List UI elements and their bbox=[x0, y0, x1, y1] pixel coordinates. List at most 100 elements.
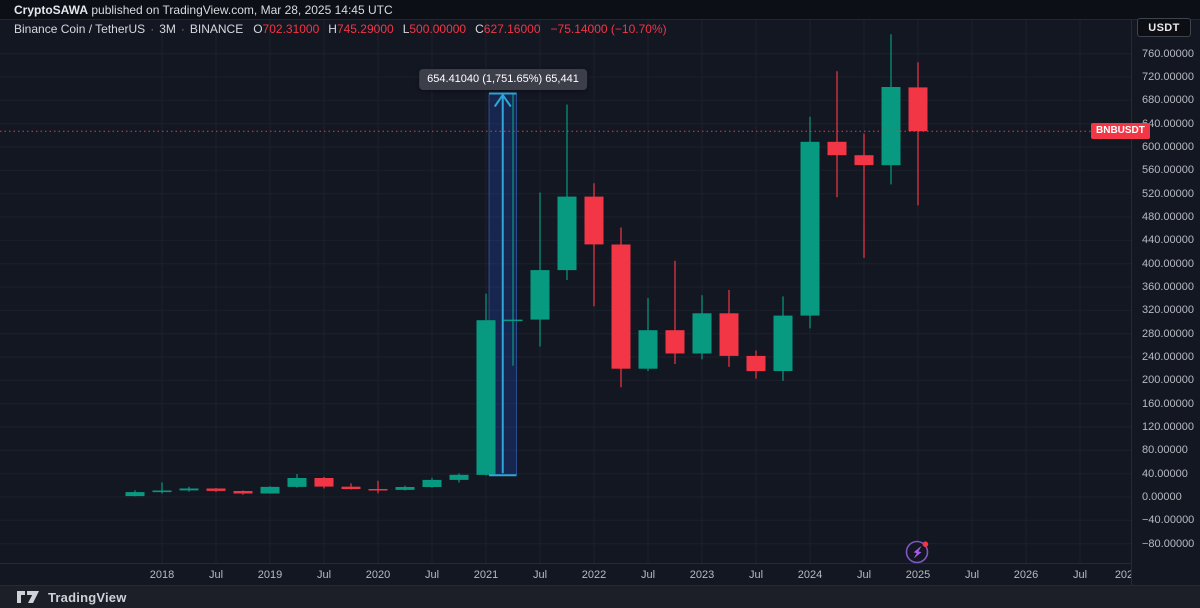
time-tick-label: Jul bbox=[208, 569, 224, 581]
candle-2019-Q4 bbox=[341, 483, 361, 490]
price-tick-label: 160.00000 bbox=[1142, 398, 1194, 410]
legend-separator: · bbox=[150, 22, 155, 36]
author-link[interactable]: CryptoSAWA bbox=[14, 2, 89, 17]
candle-2021-Q4 bbox=[557, 104, 577, 280]
low-label: L bbox=[402, 22, 410, 36]
open-label: O bbox=[253, 22, 263, 36]
candle-2019-Q1 bbox=[260, 486, 280, 494]
candle-2023-Q3 bbox=[746, 350, 766, 379]
candle-2021-Q1 bbox=[476, 293, 496, 476]
time-tick-label: Jul bbox=[532, 569, 548, 581]
symbol-legend: Binance Coin / TetherUS · 3M · BINANCE O… bbox=[14, 22, 667, 36]
price-tick-label: 200.00000 bbox=[1142, 374, 1194, 386]
price-tick-label: −40.00000 bbox=[1142, 514, 1195, 526]
symbol-price-label: BNBUSDT bbox=[1091, 123, 1150, 139]
measure-tooltip: 654.41040 (1,751.65%) 65,441 bbox=[419, 69, 587, 90]
price-tick-label: 280.00000 bbox=[1142, 328, 1194, 340]
candle-2024-Q2 bbox=[827, 71, 847, 198]
price-tick-label: 600.00000 bbox=[1142, 141, 1194, 153]
currency-toggle-button[interactable]: USDT bbox=[1137, 18, 1191, 37]
price-tick-label: 560.00000 bbox=[1142, 164, 1194, 176]
candle-2024-Q4 bbox=[881, 34, 901, 185]
time-tick-label: 2018 bbox=[149, 569, 175, 581]
time-tick-label: 2021 bbox=[473, 569, 499, 581]
time-tick-label: 2022 bbox=[581, 569, 607, 581]
price-tick-label: 0.00000 bbox=[1142, 491, 1182, 503]
time-tick-label: Jul bbox=[1072, 569, 1088, 581]
close-label: C bbox=[475, 22, 484, 36]
ohlc-values: O702.31000 H745.29000 L500.00000 C627.16… bbox=[253, 22, 549, 36]
low-value: 500.00000 bbox=[409, 22, 467, 36]
candle-2024-Q1 bbox=[800, 116, 820, 329]
bottom-bar: TradingView bbox=[0, 585, 1200, 608]
price-tick-label: 440.00000 bbox=[1142, 234, 1194, 246]
tradingview-logo-icon[interactable] bbox=[16, 589, 40, 605]
candle-2020-Q4 bbox=[449, 473, 469, 483]
time-tick-label: Jul bbox=[964, 569, 980, 581]
candle-2018-Q2 bbox=[179, 486, 199, 492]
change-value: −75.14000 (−10.70%) bbox=[550, 22, 667, 36]
candle-2023-Q1 bbox=[692, 295, 712, 360]
interval-label: 3M bbox=[159, 22, 176, 36]
candle-2021-Q3 bbox=[530, 192, 550, 347]
symbol-title: Binance Coin / TetherUS bbox=[14, 22, 146, 36]
time-tick-label: 2025 bbox=[905, 569, 931, 581]
candle-2019-Q3 bbox=[314, 476, 334, 489]
candle-2025-Q1 bbox=[908, 62, 928, 206]
candle-2018-Q4 bbox=[233, 490, 253, 495]
time-tick-label: Jul bbox=[316, 569, 332, 581]
candle-2021-Q2 bbox=[503, 93, 523, 366]
candle-2023-Q4 bbox=[773, 296, 793, 381]
exchange-label: BINANCE bbox=[189, 22, 244, 36]
price-tick-label: 320.00000 bbox=[1142, 304, 1194, 316]
candle-2019-Q2 bbox=[287, 474, 307, 488]
price-tick-label: 360.00000 bbox=[1142, 281, 1194, 293]
candle-2024-Q3 bbox=[854, 133, 874, 258]
price-tick-label: −80.00000 bbox=[1142, 538, 1195, 550]
candle-2020-Q2 bbox=[395, 485, 415, 491]
candle-2022-Q1 bbox=[584, 183, 604, 307]
grid bbox=[0, 20, 1135, 563]
lightning-icon bbox=[905, 540, 929, 564]
candle-2018-Q1 bbox=[152, 482, 172, 494]
high-label: H bbox=[328, 22, 337, 36]
price-tick-label: 640.00000 bbox=[1142, 118, 1194, 130]
legend-separator: · bbox=[180, 22, 185, 36]
chart-canvas[interactable] bbox=[0, 20, 1135, 563]
price-axis[interactable]: 760.00000 720.00000 680.00000 640.00000 600.… bbox=[1131, 20, 1200, 585]
price-tick-label: 80.00000 bbox=[1142, 444, 1188, 456]
time-tick-label: 2026 bbox=[1013, 569, 1039, 581]
time-tick-label: Jul bbox=[424, 569, 440, 581]
open-value: 702.31000 bbox=[262, 22, 320, 36]
time-tick-label: 2020 bbox=[365, 569, 391, 581]
time-tick-label: Jul bbox=[640, 569, 656, 581]
price-tick-label: 480.00000 bbox=[1142, 211, 1194, 223]
time-axis[interactable]: 2018 Jul 2019 Jul 2020 Jul 2021 Jul 2022 Jul 2023 J… bbox=[0, 563, 1131, 585]
candle-2022-Q4 bbox=[665, 260, 685, 364]
candle-2017-Q4 bbox=[125, 490, 145, 497]
candle-2020-Q3 bbox=[422, 477, 442, 488]
price-tick-label: 720.00000 bbox=[1142, 71, 1194, 83]
published-text: published on TradingView.com, Mar 28, 20… bbox=[88, 2, 393, 17]
time-tick-label: Jul bbox=[748, 569, 764, 581]
time-tick-label: 2019 bbox=[257, 569, 283, 581]
candle-2020-Q1 bbox=[368, 480, 388, 494]
time-tick-label: 202 bbox=[1114, 569, 1131, 581]
candle-2022-Q3 bbox=[638, 298, 658, 371]
close-value: 627.16000 bbox=[483, 22, 541, 36]
price-tick-label: 40.00000 bbox=[1142, 468, 1188, 480]
tradingview-brand-text[interactable]: TradingView bbox=[48, 589, 127, 605]
price-tick-label: 240.00000 bbox=[1142, 351, 1194, 363]
time-tick-label: 2024 bbox=[797, 569, 823, 581]
candle-2022-Q2 bbox=[611, 227, 631, 388]
price-tick-label: 680.00000 bbox=[1142, 94, 1194, 106]
price-tick-label: 760.00000 bbox=[1142, 48, 1194, 60]
time-tick-label: Jul bbox=[856, 569, 872, 581]
price-tick-label: 400.00000 bbox=[1142, 258, 1194, 270]
price-tick-label: 120.00000 bbox=[1142, 421, 1194, 433]
boost-icon[interactable] bbox=[904, 538, 931, 565]
measure-arrow bbox=[489, 92, 517, 477]
high-value: 745.29000 bbox=[336, 22, 394, 36]
price-tick-label: 520.00000 bbox=[1142, 188, 1194, 200]
